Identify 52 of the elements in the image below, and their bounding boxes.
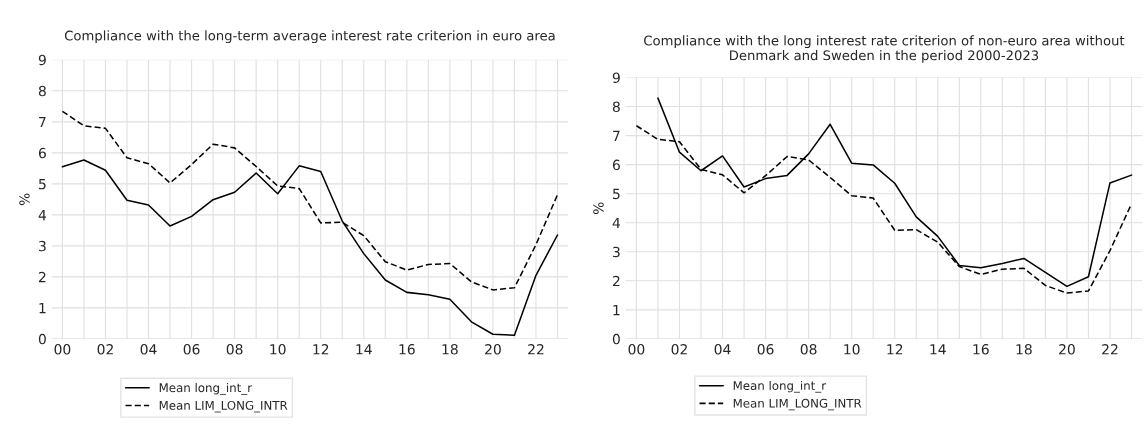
y-tick-label: 1 (613, 305, 620, 316)
y-tick-label: 0 (612, 333, 620, 345)
legend-label: Mean long_int_r (733, 380, 827, 393)
y-tick-label: 8 (612, 101, 620, 113)
y-tick-label: 7 (39, 116, 46, 128)
x-tick-label: 20 (485, 344, 501, 355)
y-tick-label: 2 (612, 275, 620, 287)
y-tick-label: 8 (38, 85, 46, 97)
y-tick-label: 6 (38, 147, 46, 159)
legend-label: Mean LIM_LONG_INTR (159, 400, 288, 413)
x-tick-label: 10 (844, 344, 860, 355)
y-tick-label: 3 (39, 240, 46, 252)
x-tick-label: 14 (930, 344, 946, 355)
x-tick-label: 16 (399, 344, 415, 355)
y-tick-label: 6 (612, 159, 620, 171)
chart-title: Compliance with the long interest rate criterion of non-euro area without Denmark and Sweden in the period 2000-2023 (644, 35, 1125, 63)
y-tick-label: 0 (38, 333, 46, 345)
x-tick-label: 12 (887, 344, 903, 355)
x-tick-label: 14 (356, 344, 372, 355)
legend-label: Mean LIM_LONG_INTR (733, 398, 862, 411)
y-tick-label: 5 (39, 179, 46, 190)
y-tick-label: 1 (39, 303, 46, 314)
chart-title: Compliance with the long-term average interest rate criterion in euro area (64, 30, 555, 44)
x-tick-label: 10 (270, 344, 286, 355)
x-tick-label: 06 (757, 344, 774, 355)
y-tick-label: 7 (613, 130, 620, 141)
x-tick-label: 02 (671, 344, 687, 355)
y-tick-label: 9 (612, 72, 620, 83)
x-tick-label: 18 (442, 344, 458, 355)
x-tick-label: 08 (226, 344, 243, 355)
y-tick-label: 4 (612, 217, 621, 229)
y-axis-title: % (593, 202, 604, 215)
y-tick-label: 4 (38, 210, 47, 221)
x-tick-label: 12 (313, 344, 329, 355)
y-tick-label: 3 (613, 246, 620, 258)
legend-label: Mean long_int_r (159, 383, 253, 395)
x-tick-label: 00 (628, 344, 645, 355)
x-tick-label: 18 (1016, 344, 1032, 355)
y-tick-label: 5 (613, 188, 620, 200)
y-tick-label: 9 (38, 54, 46, 66)
y-axis-title: % (19, 193, 30, 206)
x-tick-label: 04 (140, 344, 157, 355)
x-tick-label: 08 (800, 344, 817, 355)
x-tick-label: 22 (528, 344, 544, 355)
x-tick-label: 22 (1102, 344, 1118, 355)
x-tick-label: 04 (714, 344, 731, 355)
x-tick-label: 16 (973, 344, 989, 355)
x-tick-label: 06 (183, 344, 200, 355)
x-tick-label: 20 (1059, 344, 1075, 355)
x-tick-label: 00 (54, 344, 71, 355)
x-tick-label: 02 (97, 344, 113, 355)
y-tick-label: 2 (38, 271, 46, 283)
